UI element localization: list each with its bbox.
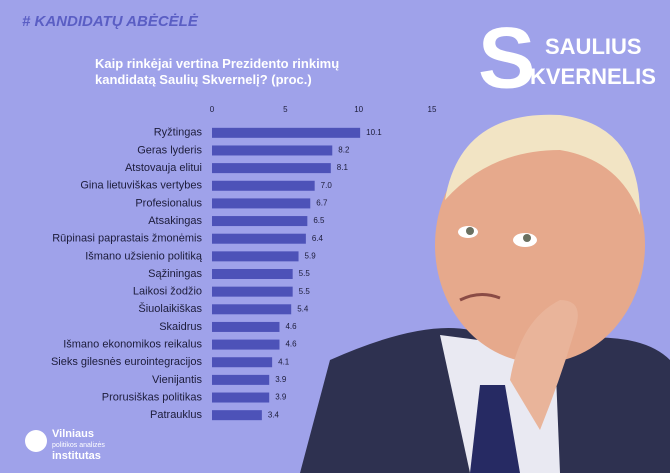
- value-label: 4.1: [278, 357, 290, 366]
- last-name: KVERNELIS: [530, 64, 656, 89]
- x-tick-label: 0: [210, 105, 215, 114]
- value-label: 6.5: [313, 216, 325, 225]
- category-label: Atstovauja elitui: [125, 162, 202, 174]
- bar: [212, 286, 293, 297]
- value-label: 4.6: [285, 340, 297, 349]
- bar: [212, 269, 293, 279]
- category-label: Patrauklus: [150, 409, 202, 421]
- bar: [212, 216, 308, 227]
- value-label: 3.4: [268, 410, 280, 419]
- bar: [212, 145, 333, 156]
- category-label: Profesionalus: [135, 197, 202, 209]
- category-label: Ryžtingas: [154, 127, 203, 139]
- bar: [212, 180, 315, 191]
- hair: [445, 114, 640, 215]
- x-tick-label: 5: [283, 105, 288, 114]
- bar: [212, 374, 270, 385]
- bar: [212, 392, 270, 403]
- category-label: Sieks gilesnės eurointegracijos: [51, 356, 203, 368]
- bar: [212, 357, 273, 368]
- bar: [212, 127, 361, 138]
- pupil: [523, 234, 531, 242]
- value-label: 6.7: [316, 199, 328, 208]
- category-label: Šiuolaikiškas: [138, 302, 202, 315]
- hashtag: # KANDIDATŲ ABĖCĖLĖ: [22, 13, 199, 30]
- value-label: 4.6: [285, 322, 297, 331]
- first-name: SAULIUS: [545, 34, 642, 59]
- category-label: Geras lyderis: [137, 144, 202, 156]
- value-label: 5.4: [297, 304, 309, 313]
- hand: [510, 300, 578, 430]
- bar: [212, 198, 311, 209]
- pupil: [466, 227, 474, 235]
- bar: [212, 339, 280, 350]
- face: [435, 127, 645, 363]
- bar: [212, 304, 292, 315]
- category-label: Vienijantis: [152, 374, 202, 386]
- logo-mark: [25, 430, 47, 452]
- category-label: Prorusiškas politikas: [102, 391, 203, 403]
- value-label: 3.9: [275, 393, 287, 402]
- value-label: 3.9: [275, 375, 287, 384]
- value-label: 5.9: [305, 251, 317, 260]
- logo-text: institutas: [52, 450, 101, 462]
- value-label: 8.2: [338, 146, 350, 155]
- chart-title: Kaip rinkėjai vertina Prezidento rinkimų…: [95, 56, 340, 87]
- bar: [212, 251, 299, 262]
- category-label: Skaidrus: [159, 321, 202, 333]
- category-label: Rūpinasi paprastais žmonėmis: [52, 233, 202, 245]
- category-label: Sąžiningas: [148, 268, 202, 280]
- category-label: Išmano ekonomikos reikalus: [63, 338, 202, 350]
- logo-text: politikos analizės: [52, 442, 105, 449]
- value-label: 6.4: [312, 234, 324, 243]
- bar: [212, 163, 331, 174]
- portrait: [300, 114, 670, 473]
- bar: [212, 410, 262, 421]
- value-label: 8.1: [337, 163, 349, 172]
- value-label: 5.5: [299, 287, 311, 296]
- x-tick-label: 15: [428, 105, 437, 114]
- value-label: 10.1: [366, 128, 382, 137]
- value-label: 7.0: [321, 181, 333, 190]
- x-tick-label: 10: [354, 105, 363, 114]
- category-label: Laikosi žodžio: [133, 286, 202, 298]
- tie: [470, 385, 520, 473]
- bar: [212, 321, 280, 332]
- logo-text: Vilniaus: [52, 428, 94, 440]
- category-label: Išmano užsienio politiką: [85, 250, 203, 262]
- value-label: 5.5: [299, 269, 311, 278]
- category-label: Gina lietuviškas vertybes: [80, 180, 202, 192]
- bar: [212, 233, 306, 244]
- category-label: Atsakingas: [148, 215, 202, 227]
- name-initial: S: [478, 11, 535, 107]
- mouth: [459, 293, 501, 302]
